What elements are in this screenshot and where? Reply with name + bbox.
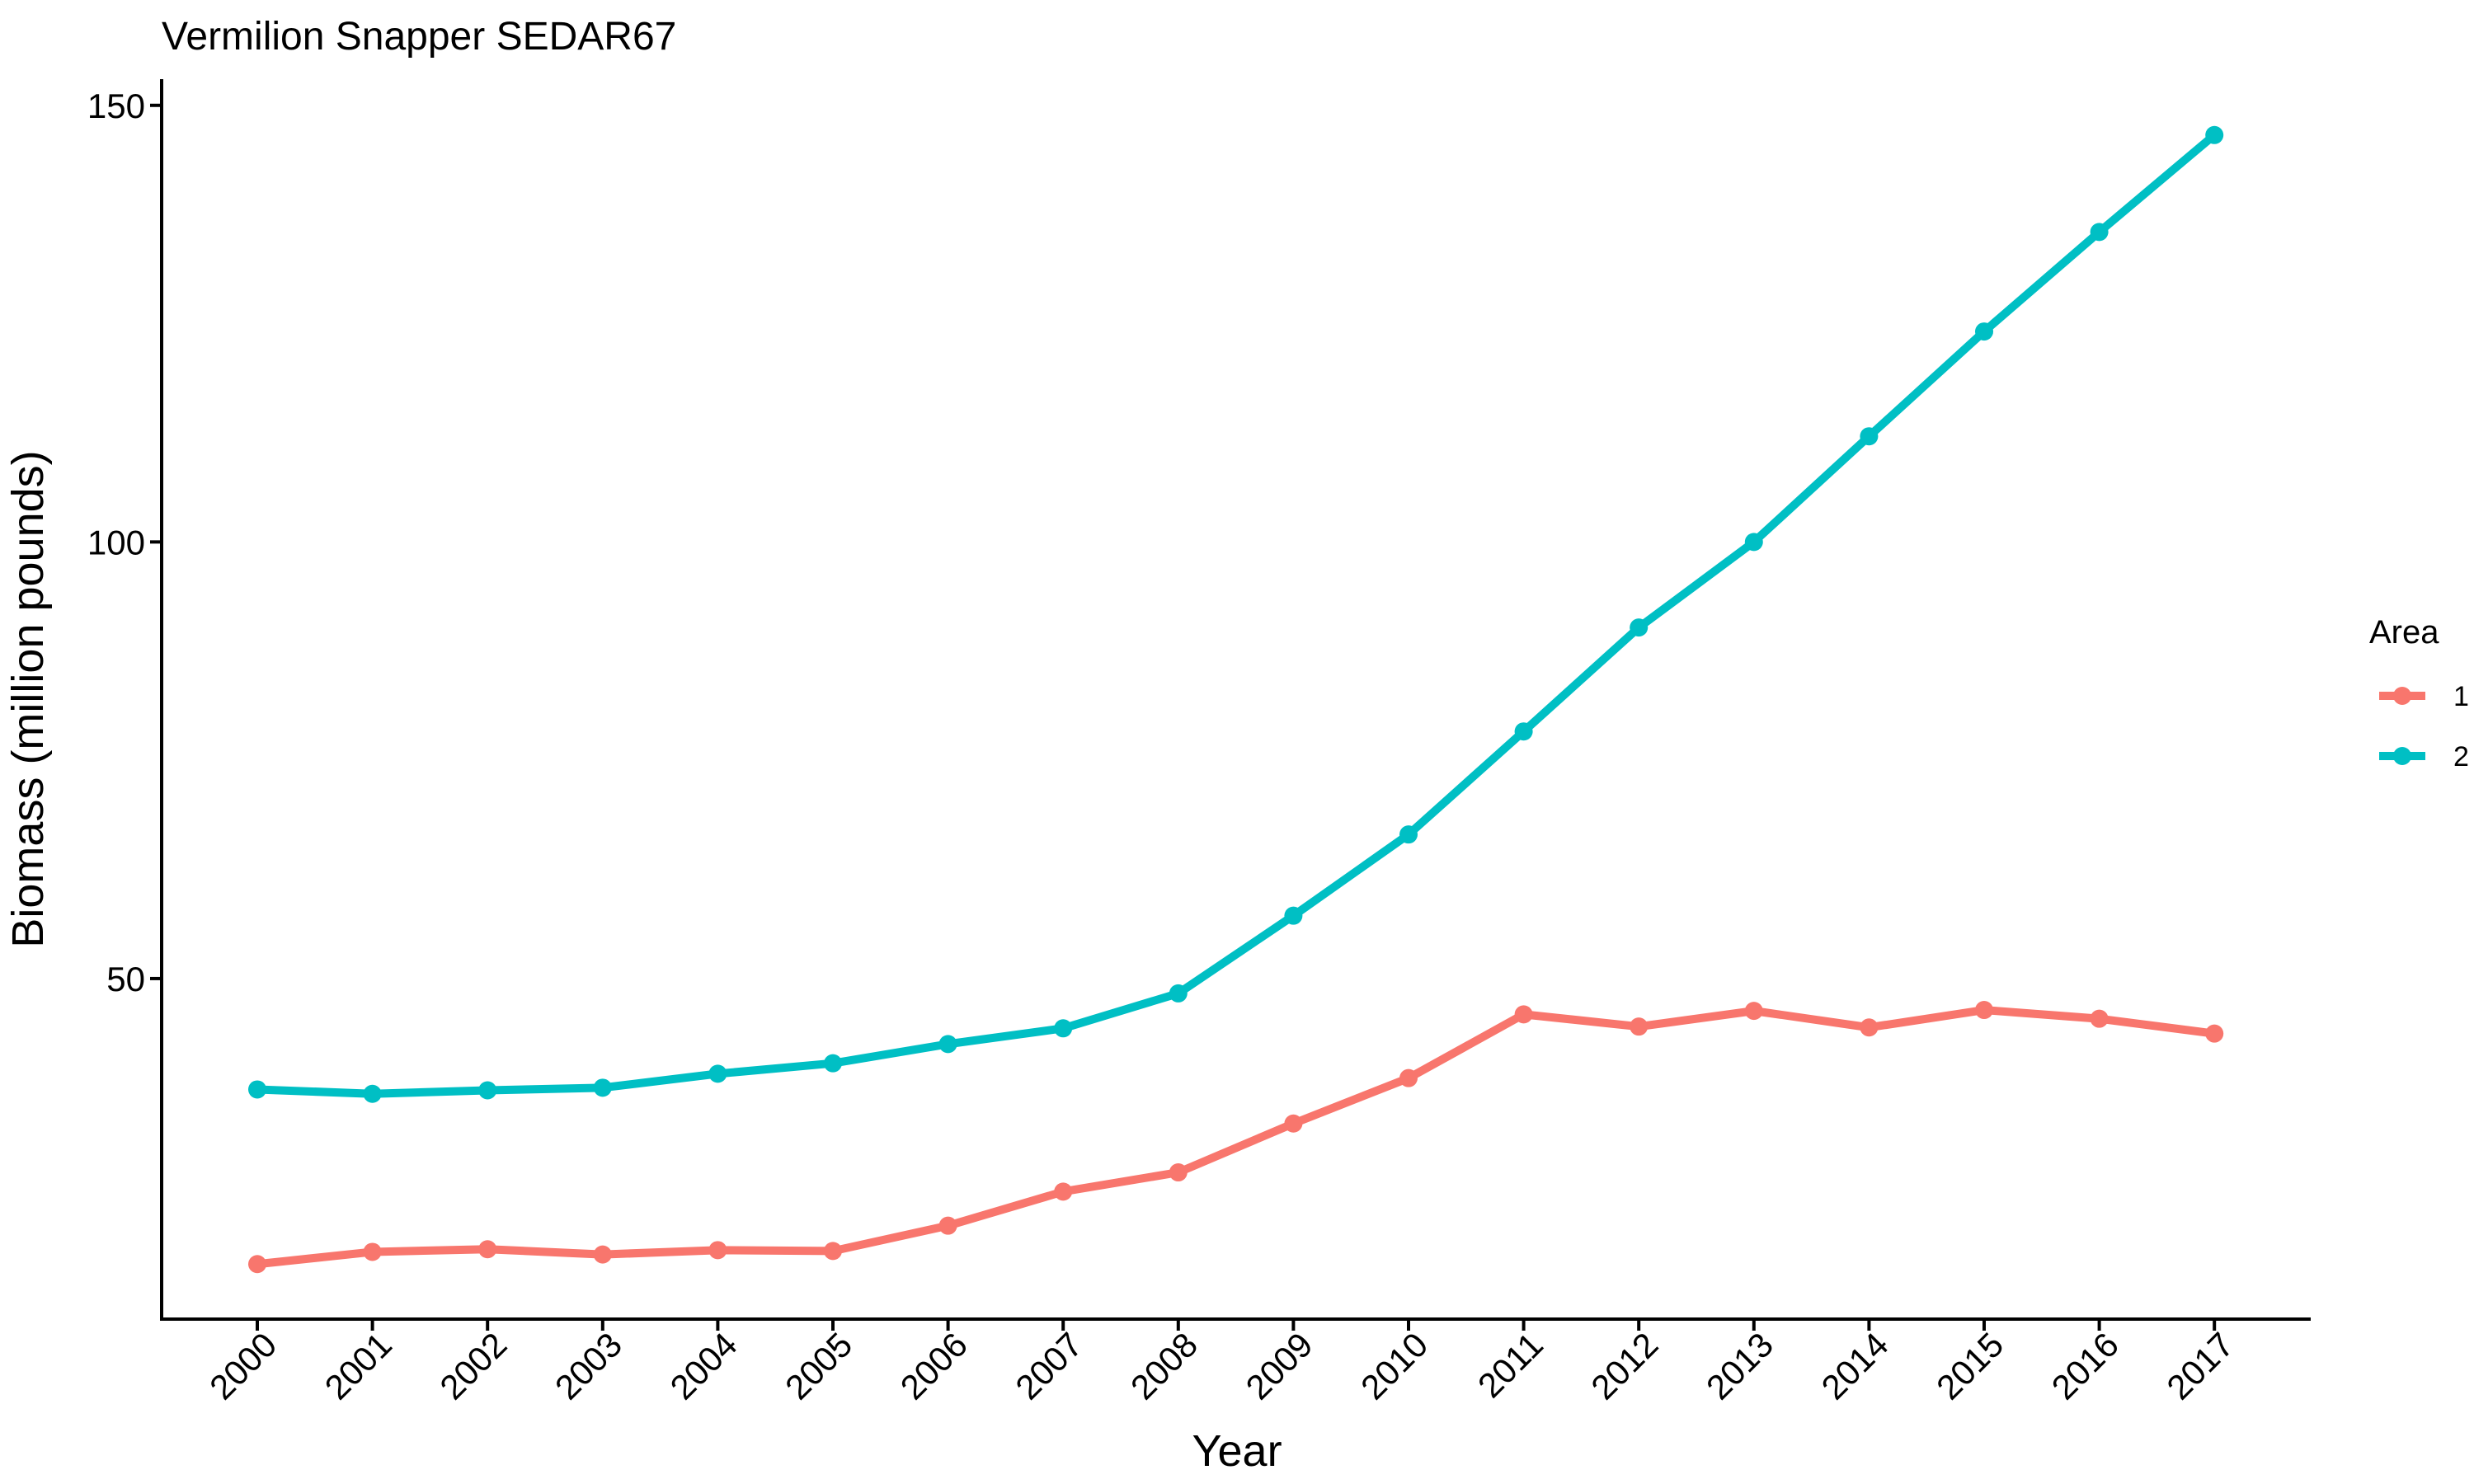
- x-tick-label: 2011: [1470, 1325, 1550, 1405]
- y-axis: 50 100 150: [87, 79, 163, 1321]
- data-point: [248, 1080, 266, 1099]
- x-tick-label: 2013: [1699, 1325, 1780, 1407]
- x-tick-label: 2000: [202, 1325, 284, 1407]
- x-tick-label: 2005: [778, 1325, 859, 1407]
- x-tick-label: 2016: [2044, 1325, 2126, 1407]
- legend-item-2: 2: [2379, 741, 2469, 773]
- data-point: [1399, 825, 1418, 844]
- x-tick-label: 2010: [1353, 1325, 1435, 1407]
- data-point: [1975, 322, 1993, 341]
- series-2: [248, 125, 2224, 1103]
- data-point: [1514, 1005, 1533, 1024]
- data-point: [938, 1216, 957, 1235]
- y-tick-label: 50: [106, 960, 145, 998]
- data-point: [2090, 1009, 2109, 1028]
- data-point: [248, 1255, 266, 1274]
- data-point: [1744, 533, 1763, 552]
- data-point: [593, 1078, 612, 1097]
- data-point: [2205, 125, 2224, 144]
- y-tick-label: 100: [87, 523, 145, 561]
- data-point: [1630, 1017, 1649, 1036]
- data-point: [1744, 1002, 1763, 1021]
- chart-title: Vermilion Snapper SEDAR67: [162, 15, 676, 59]
- legend-title: Area: [2369, 614, 2439, 650]
- data-point: [708, 1064, 727, 1083]
- x-tick-label: 2003: [548, 1325, 629, 1407]
- data-point: [1054, 1019, 1073, 1038]
- data-point: [1860, 1018, 1879, 1037]
- series-layer: [248, 125, 2224, 1274]
- x-axis-title: Year: [1192, 1426, 1282, 1476]
- data-point: [1169, 984, 1188, 1003]
- data-point: [1514, 722, 1533, 741]
- data-point: [2090, 223, 2109, 242]
- x-tick-label: 2007: [1008, 1325, 1089, 1407]
- data-point: [938, 1035, 957, 1054]
- data-point: [1169, 1163, 1188, 1182]
- legend: Area 12: [2369, 614, 2469, 773]
- legend-label: 2: [2453, 741, 2469, 773]
- x-tick-label: 2004: [662, 1325, 744, 1407]
- legend-item-1: 1: [2379, 681, 2469, 712]
- x-tick-label: 2002: [432, 1325, 514, 1407]
- data-point: [1975, 1001, 1993, 1020]
- x-tick-label: 2017: [2159, 1325, 2241, 1407]
- data-point: [824, 1242, 842, 1261]
- x-tick-label: 2015: [1929, 1325, 2011, 1407]
- legend-key-point: [2393, 687, 2411, 705]
- data-point: [1860, 427, 1879, 446]
- x-axis: 2000 2001 2002 2003 2004 2005 2006 2007 2008 2009…: [160, 1317, 2311, 1407]
- x-tick-label: 2006: [893, 1325, 975, 1407]
- data-point: [1630, 618, 1649, 637]
- series-1: [248, 1001, 2224, 1274]
- data-point: [363, 1084, 382, 1103]
- data-point: [363, 1242, 382, 1261]
- series-line: [253, 1006, 2219, 1269]
- data-point: [478, 1240, 497, 1259]
- data-point: [2205, 1024, 2224, 1043]
- y-tick-label: 150: [87, 87, 145, 125]
- legend-key-point: [2393, 747, 2411, 765]
- data-point: [1054, 1182, 1073, 1201]
- series-line: [253, 130, 2219, 1098]
- x-tick-label: 2001: [317, 1325, 399, 1407]
- data-point: [478, 1081, 497, 1100]
- data-point: [593, 1245, 612, 1264]
- data-point: [1284, 906, 1303, 925]
- x-tick-label: 2008: [1123, 1325, 1205, 1407]
- data-point: [1284, 1114, 1303, 1133]
- x-tick-label: 2012: [1583, 1325, 1665, 1407]
- legend-label: 1: [2453, 681, 2469, 712]
- x-tick-label: 2014: [1813, 1325, 1895, 1407]
- legend-items: 12: [2379, 681, 2469, 773]
- y-axis-title: Biomass (million pounds): [3, 450, 53, 947]
- data-point: [1399, 1068, 1418, 1087]
- data-point: [824, 1054, 842, 1073]
- data-point: [708, 1241, 727, 1260]
- x-tick-label: 2009: [1238, 1325, 1319, 1407]
